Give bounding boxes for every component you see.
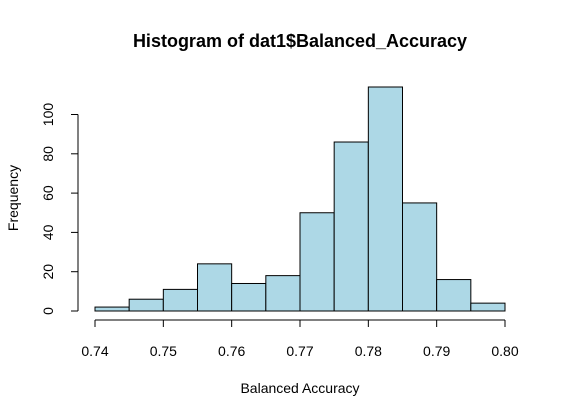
y-axis: 0 20 40 60 80 100 (40, 103, 79, 315)
x-tick-label: 0.75 (150, 343, 177, 359)
histogram-bar-10 (436, 279, 472, 312)
histogram-bar-8 (367, 86, 404, 312)
y-tick-label: 100 (40, 103, 56, 127)
x-tick-label: 0.80 (491, 343, 518, 359)
bars-group (94, 86, 506, 312)
y-tick-label: 20 (40, 264, 56, 280)
x-tick-label: 0.74 (81, 343, 108, 359)
chart-title: Histogram of dat1$Balanced_Accuracy (133, 31, 467, 51)
y-tick-label: 0 (40, 307, 56, 315)
histogram-bar-11 (470, 302, 506, 312)
histogram-bar-7 (333, 141, 369, 312)
histogram-bar-0 (94, 306, 130, 312)
x-tick-label: 0.76 (218, 343, 245, 359)
histogram-bar-9 (402, 202, 438, 312)
x-axis: 0.74 0.75 0.76 0.77 0.78 0.79 0.80 (81, 319, 519, 359)
x-tick-label: 0.78 (355, 343, 382, 359)
x-axis-label: Balanced Accuracy (240, 380, 359, 396)
y-tick-label: 60 (40, 185, 56, 201)
histogram-bar-1 (128, 298, 164, 312)
y-tick-label: 40 (40, 224, 56, 240)
y-tick-label: 80 (40, 146, 56, 162)
x-tick-label: 0.79 (423, 343, 450, 359)
histogram-bar-2 (162, 288, 198, 312)
histogram-bar-6 (299, 212, 335, 312)
y-axis-label: Frequency (5, 165, 21, 231)
histogram-bar-3 (197, 263, 233, 312)
histogram-bar-4 (231, 282, 267, 312)
x-tick-label: 0.77 (286, 343, 313, 359)
histogram-bar-5 (265, 275, 301, 312)
